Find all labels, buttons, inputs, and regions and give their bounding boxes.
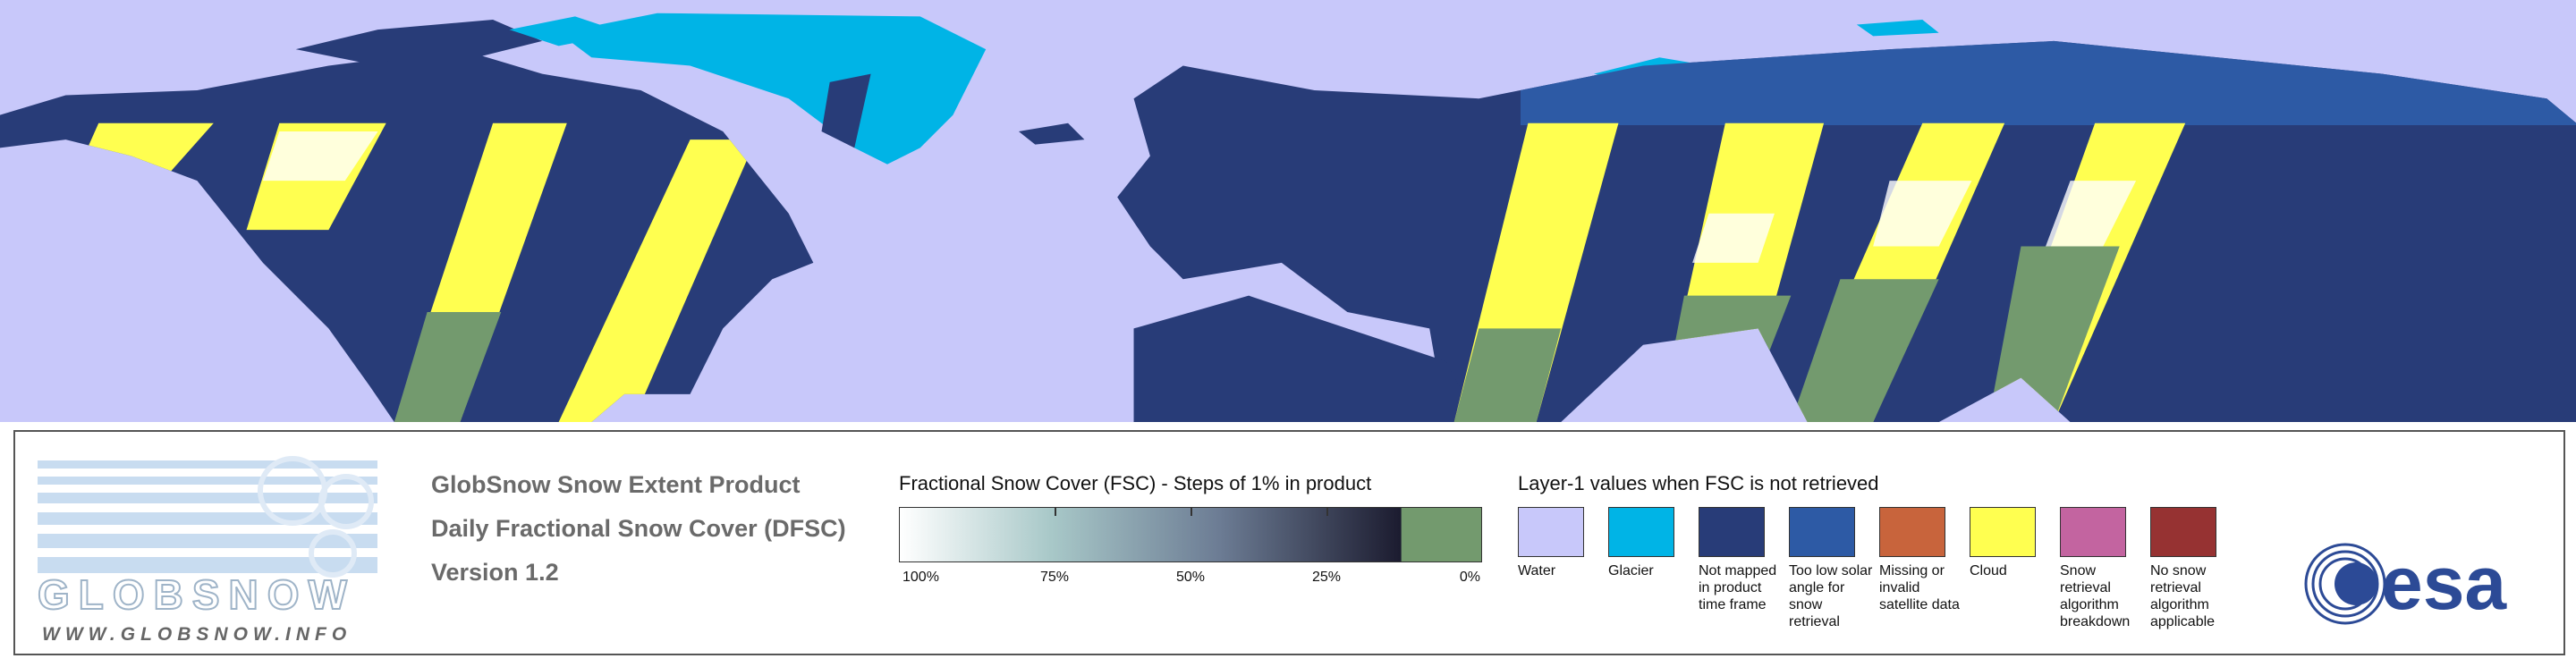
layer1-class: Water (1518, 507, 1604, 579)
class-label: Not mapped in product time frame (1699, 563, 1777, 612)
colorbar-tick-label: 0% (1459, 570, 1480, 585)
class-swatch (1518, 507, 1584, 557)
layer1-class: Glacier (1608, 507, 1694, 579)
class-swatch (1608, 507, 1674, 557)
colorbar-tick-label: 50% (1176, 570, 1206, 585)
layer1-class: Not mapped in product time frame (1699, 507, 1784, 613)
colorbar-title: Fractional Snow Cover (FSC) - Steps of 1… (899, 472, 1372, 494)
layer1-class: Snow retrieval algorithm breakdown (2060, 507, 2146, 630)
colorbar-ticks: 100% 75% 50% 25% 0% (899, 432, 1480, 611)
product-title: GlobSnow Snow Extent Product (431, 471, 801, 498)
class-label: Too low solar angle for snow retrieval (1789, 563, 1873, 629)
class-label: Cloud (1970, 563, 2007, 578)
class-swatch (1699, 507, 1765, 557)
colorbar-tick (1326, 507, 1328, 516)
class-swatch (2060, 507, 2126, 557)
esa-logo: esa (2304, 541, 2507, 625)
colorbar-tick-label: 75% (1040, 570, 1070, 585)
colorbar-tick (1191, 507, 1192, 516)
layer1-class: Missing or invalid satellite data (1879, 507, 1965, 613)
logo-name: GLOBSNOW (38, 571, 356, 618)
class-label: Snow retrieval algorithm breakdown (2060, 563, 2131, 629)
class-label: No snow retrieval algorithm applicable (2150, 563, 2216, 629)
layer1-class: Cloud (1970, 507, 2055, 579)
product-subtitle: Daily Fractional Snow Cover (DFSC) (431, 515, 846, 542)
class-label: Water (1518, 563, 1556, 578)
colorbar (899, 507, 1482, 562)
colorbar-tick (1055, 507, 1056, 516)
class-label: Glacier (1608, 563, 1654, 578)
class-swatch (1970, 507, 2036, 557)
class-swatch (2150, 507, 2216, 557)
layer1-class: Too low solar angle for snow retrieval (1789, 507, 1875, 630)
class-swatch (1879, 507, 1945, 557)
layer1-class: No snow retrieval algorithm applicable (2150, 507, 2236, 630)
map (0, 0, 2576, 422)
class-swatch (1789, 507, 1855, 557)
class-label: Missing or invalid satellite data (1879, 563, 1960, 612)
legend: GLOBSNOW WWW.GLOBSNOW.INFO GlobSnow Snow… (13, 430, 2565, 655)
logo-url: WWW.GLOBSNOW.INFO (42, 624, 352, 645)
product-version: Version 1.2 (431, 559, 559, 586)
colorbar-tick-label: 25% (1312, 570, 1342, 585)
colorbar-tick-label: 100% (902, 570, 939, 585)
agency: esa (2381, 541, 2507, 625)
globsnow-logo: GLOBSNOW WWW.GLOBSNOW.INFO (37, 456, 377, 645)
layer1-title: Layer-1 values when FSC is not retrieved (1518, 472, 1879, 494)
